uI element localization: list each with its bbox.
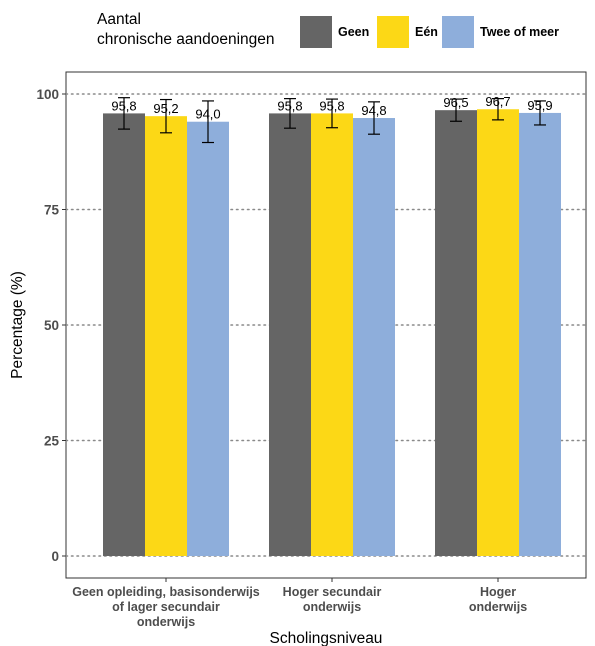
y-tick-label: 75 [44, 203, 60, 218]
y-tick-label: 25 [44, 434, 60, 449]
legend-label-geen: Geen [338, 25, 370, 39]
bar [519, 112, 561, 556]
legend-swatch-twee-of-meer [442, 16, 474, 48]
x-axis-title: Scholingsniveau [270, 630, 383, 646]
bar [145, 116, 187, 557]
x-tick-label: onderwijs [137, 615, 195, 629]
bar [477, 109, 519, 556]
legend-label-een: Eén [415, 25, 438, 39]
legend-item-geen: Geen [300, 16, 369, 48]
legend-title-line2: chronische aandoeningen [97, 31, 275, 48]
legend-item-een: Eén [377, 16, 438, 48]
legend-title: Aantal chronische aandoeningen [97, 10, 275, 50]
bar [311, 113, 353, 557]
y-tick-label: 0 [51, 549, 59, 564]
legend-title-line1: Aantal [97, 11, 141, 28]
data-label: 95,8 [277, 98, 302, 113]
y-axis-title: Percentage (%) [9, 271, 26, 379]
x-tick-label: onderwijs [303, 600, 361, 614]
x-tick-label: Geen opleiding, basisonderwijs [72, 585, 260, 599]
legend-item-twee-of-meer: Twee of meer [442, 16, 559, 48]
data-label: 95,8 [319, 98, 344, 113]
bar [353, 118, 395, 557]
data-label: 95,2 [153, 101, 178, 116]
legend-swatch-geen [300, 16, 332, 48]
x-tick-label: Hoger [480, 585, 516, 599]
bar [187, 121, 229, 556]
y-tick-label: 100 [36, 87, 59, 102]
bar [103, 113, 145, 557]
data-label: 96,5 [443, 95, 468, 110]
data-label: 94,8 [361, 103, 386, 118]
data-label: 94,0 [195, 107, 220, 122]
legend-label-twee-of-meer: Twee of meer [480, 25, 559, 39]
bar [435, 110, 477, 557]
x-tick-label: Hoger secundair [283, 585, 382, 599]
data-label: 96,7 [485, 94, 510, 109]
x-tick-label: onderwijs [469, 600, 527, 614]
data-label: 95,8 [111, 98, 136, 113]
bar [269, 113, 311, 557]
y-tick-label: 50 [44, 318, 59, 333]
legend-swatch-een [377, 16, 409, 48]
x-tick-label: of lager secundair [112, 600, 220, 614]
data-label: 95,9 [527, 98, 552, 113]
